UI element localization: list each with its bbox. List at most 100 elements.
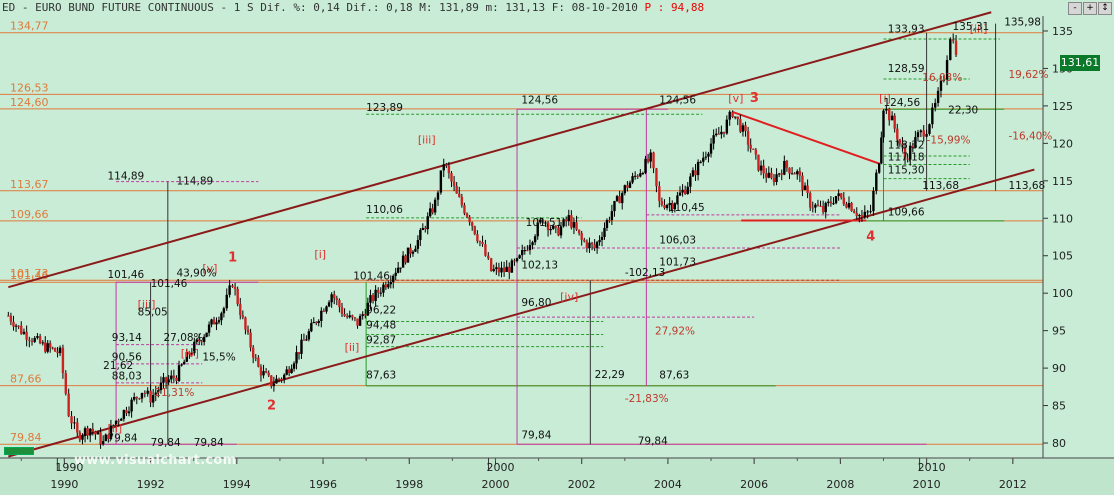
y-tick-label: 85 <box>1052 400 1066 413</box>
candlestick-series <box>7 33 958 449</box>
candle-body <box>885 108 888 111</box>
candle-body <box>827 201 830 203</box>
candle-body <box>909 145 912 160</box>
candle-body <box>406 247 410 263</box>
candle-body <box>185 352 188 362</box>
candle-body <box>424 228 427 230</box>
x-tick-label: 2000 <box>481 478 509 491</box>
y-tick-label: 115 <box>1052 175 1073 188</box>
candle-body <box>541 219 545 223</box>
candle-body <box>590 242 594 245</box>
candle-body <box>215 322 218 325</box>
wave-label: 4 <box>866 230 875 245</box>
candle-body <box>583 239 586 242</box>
candle-body <box>767 172 771 178</box>
candle-body <box>236 289 239 305</box>
candle-body <box>893 115 896 129</box>
value-annotation: 115,30 <box>888 164 925 176</box>
candle-body <box>481 242 484 245</box>
candle-body <box>655 168 658 187</box>
candle-body <box>127 411 131 414</box>
candle-body <box>345 316 349 318</box>
candle-body <box>335 298 339 301</box>
wave-label: [iv] <box>181 347 199 360</box>
candle-body <box>22 331 26 334</box>
candle-body <box>754 149 758 155</box>
candle-body <box>603 227 606 237</box>
min-value: m: 131,13 <box>478 1 546 14</box>
candle-body <box>925 133 928 137</box>
candle-body <box>53 348 57 352</box>
candle-body <box>646 158 650 162</box>
candle-body <box>673 203 677 210</box>
x-tick-upper-label: 1990 <box>55 461 83 474</box>
candle-body <box>436 192 440 200</box>
x-tick-upper-label: 2000 <box>486 461 514 474</box>
value-annotation: 113,68 <box>922 180 959 192</box>
candle-body <box>322 310 326 312</box>
zoom-out-button[interactable]: - <box>1068 2 1082 15</box>
candle-body <box>394 272 397 276</box>
candle-body <box>834 196 838 204</box>
x-tick-label: 1998 <box>395 478 423 491</box>
value-annotation: 15,5% <box>202 352 235 364</box>
candle-body <box>270 375 273 387</box>
candle-body <box>244 317 247 330</box>
value-annotation: 21,62 <box>103 360 133 372</box>
value-annotation: 92,87 <box>366 334 396 346</box>
candle-body <box>409 247 412 254</box>
candle-body <box>120 418 123 421</box>
dif-label: Dif.: <box>339 1 380 14</box>
candle-body <box>588 242 591 249</box>
value-annotation: 27,92% <box>655 325 695 337</box>
plot-area <box>4 16 1043 458</box>
wave-label: [ii] <box>345 341 360 354</box>
candle-body <box>842 197 846 205</box>
candle-body <box>264 371 268 373</box>
zoom-in-button[interactable]: + <box>1083 2 1097 15</box>
candle-body <box>262 371 265 376</box>
candle-body <box>292 363 296 369</box>
candle-body <box>275 378 278 384</box>
candle-body <box>170 375 173 380</box>
candle-body <box>421 228 425 231</box>
candle-body <box>759 165 763 171</box>
candle-body <box>554 225 558 228</box>
candle-body <box>845 204 848 208</box>
candle-body <box>508 266 511 273</box>
candle-body <box>371 295 375 301</box>
y-tick-label: 120 <box>1052 137 1073 150</box>
value-annotation: 128,59 <box>888 63 925 75</box>
candle-body <box>431 208 434 213</box>
trend-channel <box>8 11 1035 458</box>
value-annotation: 101,51 <box>526 217 563 229</box>
candle-body <box>906 158 909 160</box>
candle-body <box>855 212 858 217</box>
candle-body <box>228 285 231 295</box>
candle-body <box>832 203 835 205</box>
value-annotation: 101,73 <box>659 256 696 268</box>
level-label: 113,67 <box>10 178 49 191</box>
y-tick-label: 125 <box>1052 100 1073 113</box>
candle-body <box>572 222 576 228</box>
volume-indicator-tag[interactable] <box>4 447 34 455</box>
candle-body <box>788 167 791 174</box>
candle-body <box>728 111 731 120</box>
candle-body <box>117 420 120 422</box>
autoscale-button[interactable]: ↕ <box>1098 2 1112 15</box>
candle-body <box>414 248 417 252</box>
candle-body <box>808 193 812 208</box>
candle-body <box>931 107 934 125</box>
candle-body <box>190 353 194 355</box>
candle-body <box>762 165 765 174</box>
candle-body <box>78 432 82 440</box>
y-tick-label: 90 <box>1052 362 1066 375</box>
value-annotation: 79,84 <box>638 436 668 448</box>
value-annotation: 101,46 <box>151 278 188 290</box>
candle-body <box>44 342 47 352</box>
candle-body <box>58 347 62 354</box>
candle-body <box>631 176 634 183</box>
chart-header: ED - EURO BUND FUTURE CONTINUOUS - 1 S D… <box>0 0 762 16</box>
candle-body <box>649 152 652 162</box>
